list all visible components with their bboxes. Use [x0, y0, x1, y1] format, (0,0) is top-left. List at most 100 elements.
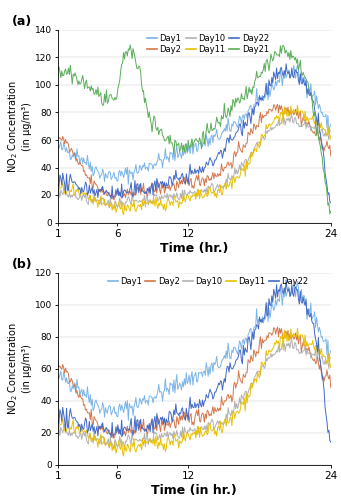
Day1 — [291, 290, 295, 296]
Day10 — [122, 206, 127, 212]
Line: Day22: Day22 — [58, 280, 331, 442]
Day2 — [307, 118, 311, 124]
Line: Day10: Day10 — [58, 115, 331, 210]
Day1 — [56, 143, 60, 149]
Y-axis label: NO$_2$ Concentration
(in μg/m³): NO$_2$ Concentration (in μg/m³) — [6, 322, 32, 415]
Day1 — [126, 182, 130, 188]
Day11 — [291, 333, 295, 339]
Day21 — [195, 137, 199, 143]
Day2 — [329, 153, 333, 159]
Day22 — [306, 306, 310, 312]
Day2 — [195, 172, 199, 178]
Day1 — [329, 348, 333, 354]
Y-axis label: NO$_2$ Concentration
(in μg/m³): NO$_2$ Concentration (in μg/m³) — [6, 80, 32, 172]
Day10 — [298, 123, 302, 129]
Day11 — [56, 188, 60, 194]
Day10 — [292, 120, 296, 126]
Day10 — [290, 112, 294, 118]
Day22 — [286, 288, 290, 294]
Day11 — [298, 108, 302, 114]
Day1 — [329, 122, 333, 128]
Day11 — [80, 189, 84, 195]
Day2 — [298, 332, 302, 338]
Day10 — [292, 346, 296, 352]
Day2 — [292, 336, 296, 342]
Line: Day1: Day1 — [58, 65, 331, 184]
Day22 — [297, 82, 301, 87]
Day21 — [80, 76, 84, 82]
Day22 — [329, 200, 333, 206]
Day10 — [122, 447, 127, 453]
Day21 — [328, 211, 332, 217]
Day1 — [286, 68, 290, 74]
Day10 — [298, 350, 302, 356]
Line: Day11: Day11 — [58, 105, 331, 215]
Day10 — [290, 336, 294, 342]
Day11 — [56, 425, 60, 431]
Day22 — [291, 291, 295, 297]
Day2 — [329, 384, 333, 390]
Day22 — [284, 277, 288, 283]
Day11 — [291, 109, 295, 115]
Day11 — [295, 325, 299, 331]
Day1 — [307, 306, 311, 312]
Text: (a): (a) — [12, 15, 32, 28]
Day10 — [195, 192, 199, 198]
Day22 — [329, 439, 333, 445]
Day2 — [287, 337, 291, 343]
Day11 — [80, 426, 84, 432]
X-axis label: Time (in hr.): Time (in hr.) — [151, 484, 237, 497]
Day11 — [286, 332, 290, 338]
Line: Day10: Day10 — [58, 340, 331, 450]
Day1 — [298, 294, 302, 300]
Day21 — [56, 66, 60, 72]
Day21 — [329, 208, 333, 214]
Legend: Day1, Day2, Day10, Day11, Day22, Day21: Day1, Day2, Day10, Day11, Day22, Day21 — [147, 34, 269, 54]
Day21 — [291, 53, 295, 59]
Day10 — [329, 128, 333, 134]
Day11 — [295, 102, 299, 108]
Day10 — [80, 198, 84, 203]
Day1 — [80, 386, 84, 392]
Day22 — [80, 184, 84, 190]
Day2 — [56, 360, 60, 366]
Day10 — [56, 427, 60, 433]
Day21 — [128, 42, 132, 48]
Line: Day2: Day2 — [58, 327, 331, 438]
Day11 — [195, 190, 199, 196]
Day22 — [194, 405, 198, 411]
Day21 — [286, 54, 290, 60]
Day22 — [80, 421, 84, 427]
Day10 — [307, 124, 311, 130]
Day22 — [306, 86, 310, 92]
Day11 — [329, 136, 333, 142]
Day2 — [80, 163, 84, 169]
Day1 — [286, 286, 290, 292]
Day10 — [80, 436, 84, 442]
Day11 — [307, 342, 311, 347]
Day2 — [195, 407, 199, 413]
Day22 — [286, 70, 290, 76]
Day2 — [112, 435, 116, 441]
Day22 — [284, 61, 288, 67]
Day2 — [276, 324, 280, 330]
Day11 — [121, 453, 125, 459]
X-axis label: Time (hr.): Time (hr.) — [160, 242, 228, 254]
Day1 — [295, 278, 299, 284]
Day2 — [80, 396, 84, 402]
Day22 — [194, 170, 198, 176]
Day2 — [298, 108, 302, 114]
Day2 — [287, 112, 291, 118]
Day10 — [195, 430, 199, 436]
Day2 — [112, 196, 116, 202]
Day1 — [80, 154, 84, 160]
Day1 — [195, 378, 199, 384]
Day10 — [56, 190, 60, 196]
Day10 — [286, 118, 290, 124]
Day22 — [297, 301, 301, 307]
Day21 — [306, 79, 310, 85]
Legend: Day1, Day2, Day10, Day11, Day22: Day1, Day2, Day10, Day11, Day22 — [107, 276, 309, 285]
Day22 — [56, 182, 60, 188]
Day11 — [286, 108, 290, 114]
Day2 — [276, 102, 280, 107]
